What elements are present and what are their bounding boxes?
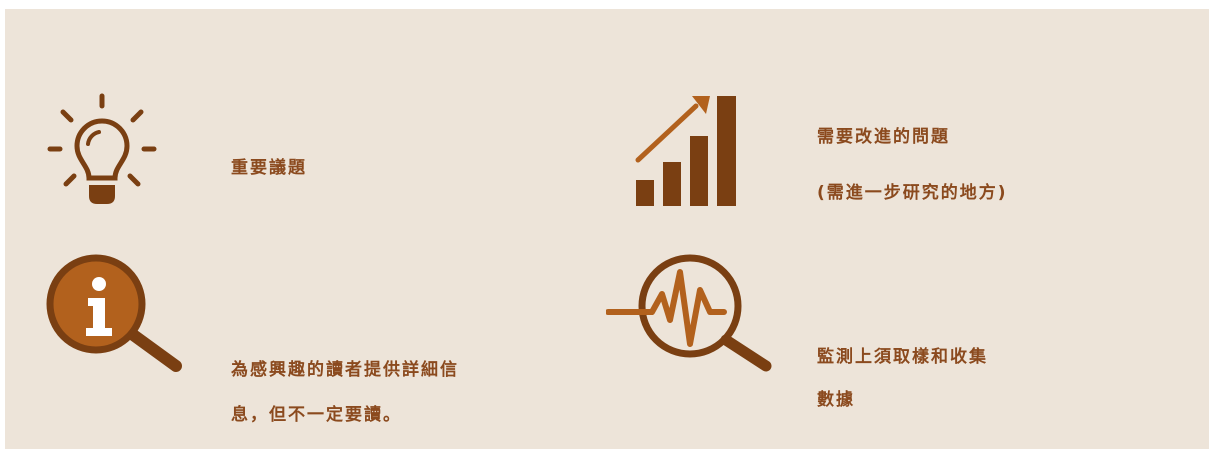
info-magnifier-icon [46, 254, 182, 372]
growth-chart-icon [635, 96, 736, 206]
important-label: 重要議題 [231, 158, 307, 178]
lightbulb-icon [47, 93, 157, 204]
info-label-line1: 為感興趣的讀者提供詳細信 [231, 360, 459, 380]
improvement-label-line1: 需要改進的問題 [817, 127, 950, 147]
legend-panel [5, 9, 1209, 449]
improvement-label-line2: (需進一步研究的地方) [817, 183, 1008, 203]
pulse-magnifier-icon [606, 254, 772, 372]
info-label-line2: 息，但不一定要讀。 [231, 405, 402, 425]
monitoring-label-line1: 監測上須取樣和收集 [817, 347, 988, 367]
monitoring-label-line2: 數據 [817, 390, 855, 410]
